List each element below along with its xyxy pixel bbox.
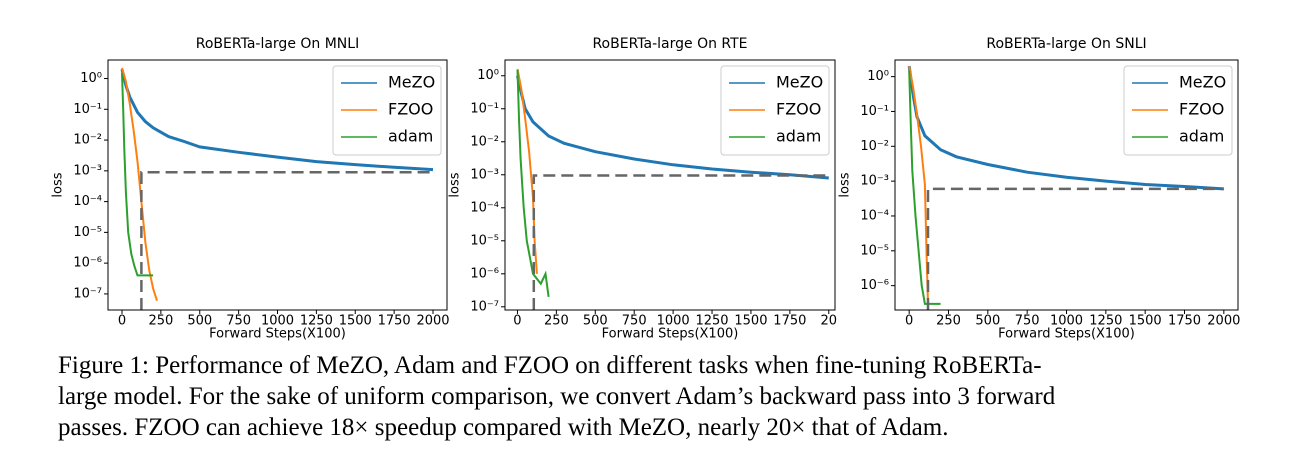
plot-frame xyxy=(504,59,836,311)
reference-line xyxy=(926,187,1224,310)
x-tick-label: 500 xyxy=(975,314,1000,329)
legend-label: FZOO xyxy=(388,100,433,119)
line xyxy=(121,67,158,302)
x-tick-label: 1500 xyxy=(339,314,372,329)
x-tick-label: 0 xyxy=(118,314,126,329)
x-tick-label: 1750 xyxy=(773,314,806,329)
y-tick-label: 10⁻⁶ xyxy=(470,266,499,281)
legend-label: MeZO xyxy=(776,73,823,92)
x-tick-label: 1750 xyxy=(1168,314,1201,329)
x-tick-label: 1250 xyxy=(695,314,728,329)
chart-title: RoBERTa-large On MNLI xyxy=(196,36,359,52)
x-tick-label: 2000 xyxy=(1207,314,1240,329)
x-tick-label: 250 xyxy=(936,314,961,329)
plot-frame xyxy=(894,59,1239,311)
legend-label: FZOO xyxy=(1179,100,1224,119)
x-tick-label: 0 xyxy=(905,314,913,329)
x-axis-label: Forward Steps(X100) xyxy=(998,327,1135,342)
legend-box xyxy=(332,65,442,156)
y-tick-label: 10⁻³ xyxy=(860,174,889,189)
x-tick-label: 1250 xyxy=(300,314,333,329)
x-tick-label: 250 xyxy=(148,314,173,329)
y-tick-label: 10⁻² xyxy=(860,139,889,154)
caption-line: large model. For the sake of uniform com… xyxy=(58,383,1056,410)
legend-label: FZOO xyxy=(776,100,821,119)
y-axis-label: loss xyxy=(51,172,66,197)
y-tick-label: 10⁻¹ xyxy=(73,102,102,117)
y-tick-label: 10⁻⁷ xyxy=(73,286,102,301)
x-axis-label: Forward Steps(X100) xyxy=(209,327,346,342)
legend-label: MeZO xyxy=(388,73,435,92)
x-tick-label: 1000 xyxy=(261,314,294,329)
line xyxy=(516,69,550,298)
y-tick-label: 10⁻⁴ xyxy=(470,200,499,215)
x-tick-label: 2000 xyxy=(416,314,449,329)
legend-label: MeZO xyxy=(1179,73,1226,92)
x-tick-label: 20 xyxy=(821,314,838,329)
y-tick-label: 10⁻⁶ xyxy=(860,278,889,293)
line xyxy=(908,65,929,304)
line xyxy=(516,68,538,274)
reference-line xyxy=(140,170,433,310)
line xyxy=(908,70,941,305)
y-tick-label: 10⁻¹ xyxy=(860,104,889,119)
y-tick-label: 10⁰ xyxy=(477,68,499,83)
line xyxy=(120,68,434,172)
chart: RoBERTa-large On MNLI Forward Steps(X100)… xyxy=(51,36,450,342)
caption-line: passes. FZOO can achieve 18× speedup com… xyxy=(58,414,948,441)
y-tick-label: 10⁻³ xyxy=(73,163,102,178)
x-tick-label: 500 xyxy=(187,314,212,329)
y-tick-label: 10⁻⁵ xyxy=(860,243,889,258)
legend-box xyxy=(720,65,830,156)
x-tick-label: 750 xyxy=(226,314,251,329)
caption-line: Figure 1: Performance of MeZO, Adam and … xyxy=(58,352,1042,379)
y-tick-label: 10⁰ xyxy=(867,69,889,84)
legend-label: adam xyxy=(388,127,433,146)
y-tick-label: 10⁻⁴ xyxy=(860,208,889,223)
x-tick-label: 0 xyxy=(513,314,521,329)
legend-box xyxy=(1123,65,1233,156)
chart: RoBERTa-large On RTE Forward Steps(X100) l… xyxy=(448,36,838,342)
legend-label: adam xyxy=(776,127,821,146)
y-tick-label: 10⁻⁴ xyxy=(73,194,102,209)
y-tick-label: 10⁰ xyxy=(80,71,102,86)
y-axis-label: loss xyxy=(838,172,853,197)
y-tick-label: 10⁻⁵ xyxy=(73,225,102,240)
x-tick-label: 1750 xyxy=(378,314,411,329)
x-tick-label: 1500 xyxy=(734,314,767,329)
x-tick-label: 1250 xyxy=(1089,314,1122,329)
x-tick-label: 1000 xyxy=(1050,314,1083,329)
y-tick-label: 10⁻⁶ xyxy=(73,256,102,271)
y-axis-label: loss xyxy=(448,172,463,197)
y-tick-label: 10⁻⁵ xyxy=(470,233,499,248)
chart: RoBERTa-large On SNLI Forward Steps(X100)… xyxy=(838,36,1241,342)
x-tick-label: 500 xyxy=(583,314,608,329)
x-tick-label: 1000 xyxy=(657,314,690,329)
x-tick-label: 1500 xyxy=(1129,314,1162,329)
y-tick-label: 10⁻² xyxy=(73,133,102,148)
reference-line xyxy=(532,174,829,310)
x-tick-label: 750 xyxy=(1015,314,1040,329)
legend-label: adam xyxy=(1179,127,1224,146)
y-tick-label: 10⁻² xyxy=(470,134,499,149)
chart-title: RoBERTa-large On RTE xyxy=(592,36,747,52)
x-tick-label: 750 xyxy=(622,314,647,329)
y-tick-label: 10⁻³ xyxy=(470,167,499,182)
x-tick-label: 250 xyxy=(544,314,569,329)
y-tick-label: 10⁻⁷ xyxy=(470,299,499,314)
chart-title: RoBERTa-large On SNLI xyxy=(986,36,1146,52)
x-axis-label: Forward Steps(X100) xyxy=(602,327,739,342)
y-tick-label: 10⁻¹ xyxy=(470,101,499,116)
line xyxy=(121,73,154,277)
line xyxy=(516,75,829,180)
plot-frame xyxy=(107,59,448,311)
